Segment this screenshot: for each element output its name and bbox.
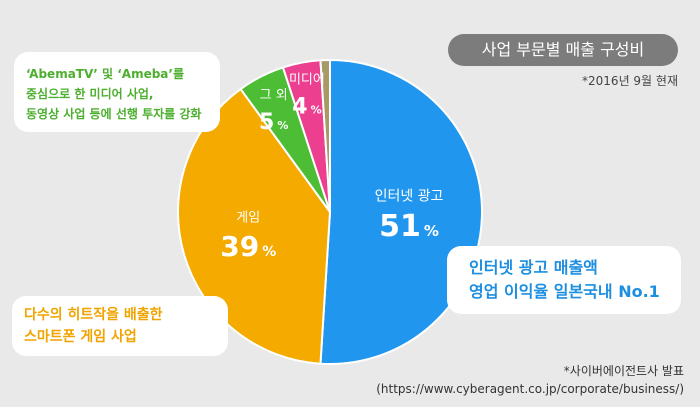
slice-name-0: 인터넷 광고	[375, 188, 444, 204]
chart-subtitle: *2016년 9월 현재	[582, 74, 678, 88]
ad-callout-line-2: 영업 이익율 일본국내 No.1	[469, 282, 660, 301]
source-note: *사이버에이전트사 발표 (https://www.cyberagent.co.…	[376, 362, 684, 398]
game-callout-line-1: 다수의 히트작을 배출한	[24, 307, 163, 323]
pie-slice-0	[319, 58, 483, 365]
ad-callout-line-1: 인터넷 광고 매출액	[469, 258, 598, 277]
chart-title: 사업 부문별 매출 구성비	[448, 34, 678, 66]
slice-name-3: 미디어	[289, 73, 325, 88]
media-callout-line-2: 중심으로 한 미디어 사업,	[26, 87, 154, 101]
media-callout: ‘AbemaTV’ 및 ‘Ameba’를 중심으로 한 미디어 사업, 동영상 …	[14, 52, 220, 132]
media-callout-line-3: 동영상 사업 등에 선행 투자를 강화	[26, 107, 202, 121]
media-callout-line-1: ‘AbemaTV’ 및 ‘Ameba’를	[26, 67, 185, 81]
slice-name-1: 게임	[236, 211, 260, 226]
ad-callout: 인터넷 광고 매출액 영업 이익율 일본국내 No.1	[447, 246, 681, 314]
slice-label-2: 그 외5%	[259, 88, 288, 135]
pie-slice-4	[319, 58, 331, 213]
game-callout: 다수의 히트작을 배출한 스마트폰 게임 사업	[12, 296, 228, 356]
source-line-1: *사이버에이전트사 발표	[563, 364, 684, 378]
game-callout-line-2: 스마트폰 게임 사업	[24, 329, 137, 345]
source-line-2: (https://www.cyberagent.co.jp/corporate/…	[376, 382, 684, 396]
slice-name-2: 그 외	[260, 88, 288, 103]
